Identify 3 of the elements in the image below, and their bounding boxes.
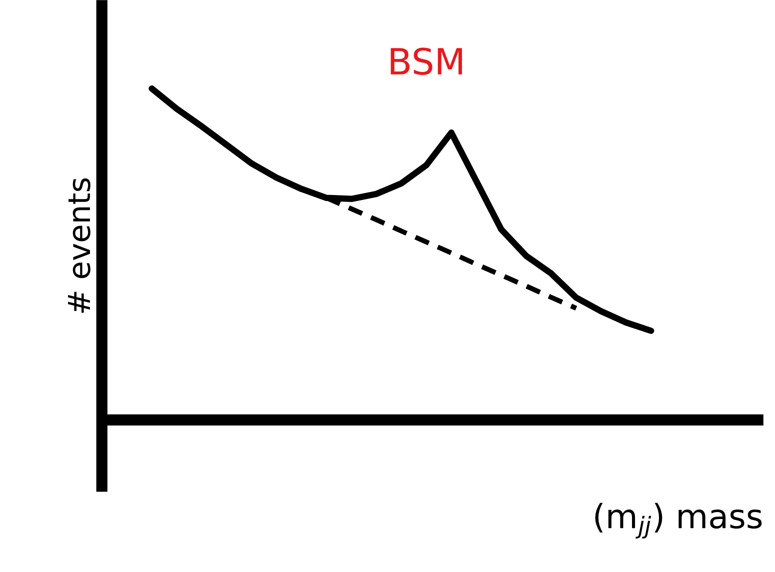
- x-axis-title: (m$_{jj}$) mass: [595, 502, 762, 538]
- text: BSM: [390, 48, 462, 75]
- y-axis-title: # events: [68, 178, 90, 313]
